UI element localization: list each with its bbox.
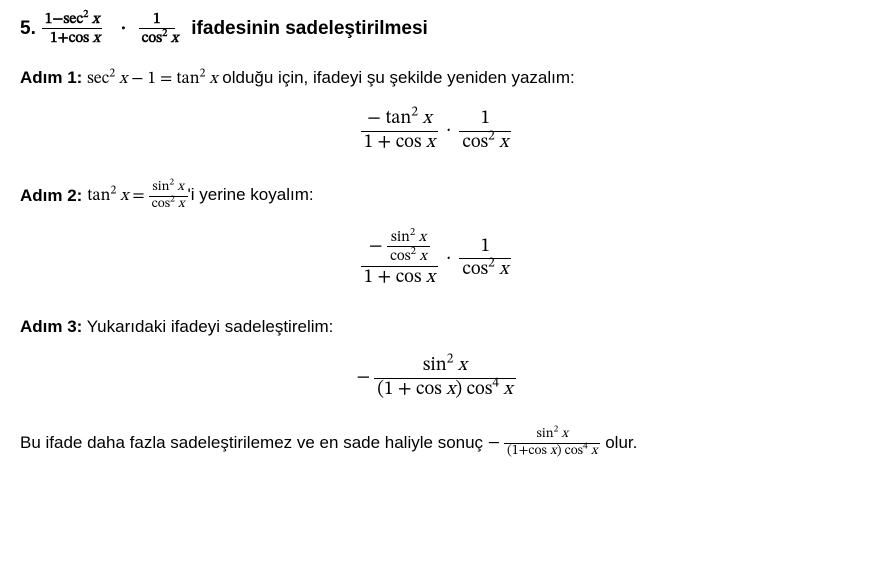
step-1-text: sec2 x − 1 = tan2 x olduğu için, ifadeyi…: [87, 68, 575, 87]
step-1-equation: − tan2 x1 + cos x·1cos2 x: [20, 108, 852, 155]
closing-post: olur.: [605, 432, 637, 451]
problem-title-text: ifadesinin sadeleştirilmesi: [191, 18, 428, 40]
problem-number: 5.: [20, 18, 36, 40]
problem-title: 5. 1−sec2 x1+cos x · 1cos2 x ifadesinin …: [20, 10, 852, 47]
step-3-text: Yukarıdaki ifadeyi sadeleştirelim:: [87, 317, 334, 336]
step-2-label: Adım 2:: [20, 185, 82, 204]
step-2-equation: − sin2 xcos2 x1 + cos x·1cos2 x: [20, 228, 852, 289]
step-3-label: Adım 3:: [20, 317, 82, 336]
step-1: Adım 1: sec2 x − 1 = tan2 x olduğu için,…: [20, 65, 852, 93]
step-2-text: tan2 x = sin2 xcos2 x'i yerine koyalım:: [87, 185, 314, 204]
step-1-label: Adım 1:: [20, 68, 82, 87]
page: 5. 1−sec2 x1+cos x · 1cos2 x ifadesinin …: [0, 0, 872, 583]
problem-expression: 1−sec2 x1+cos x · 1cos2 x: [42, 10, 181, 47]
step-3: Adım 3: Yukarıdaki ifadeyi sadeleştireli…: [20, 314, 852, 340]
closing-pre: Bu ifade daha fazla sadeleştirilemez ve …: [20, 432, 488, 451]
closing-sentence: Bu ifade daha fazla sadeleştirilemez ve …: [20, 427, 852, 461]
step-3-equation: −sin2 x(1 + cos x) cos4 x: [20, 355, 852, 402]
closing-result: − sin2 x(1+cos x) cos4 x: [488, 432, 601, 451]
step-2: Adım 2: tan2 x = sin2 xcos2 x'i yerine k…: [20, 180, 852, 214]
